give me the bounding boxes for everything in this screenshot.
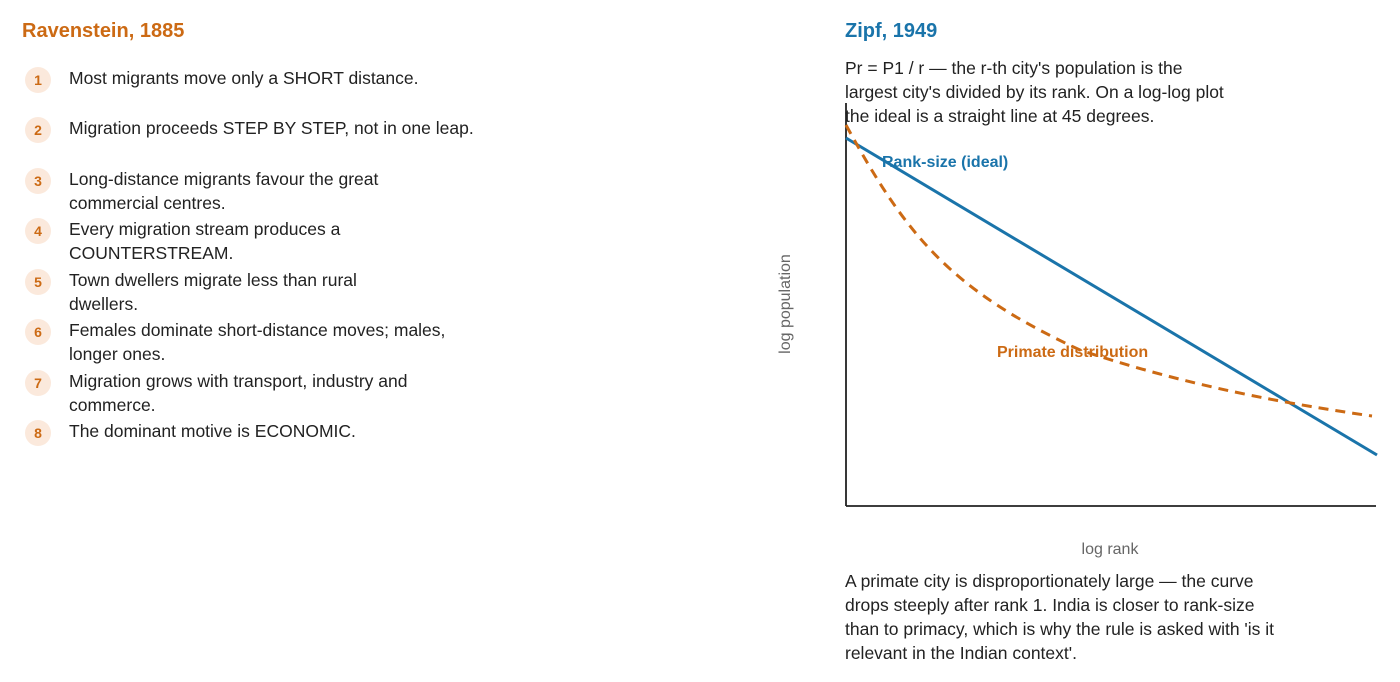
zipf-panel: Zipf, 1949 Pr = P1 / r — the r-th city's… (845, 16, 1390, 663)
rank-size-ideal-line (845, 136, 1378, 457)
law-number-badge: 4 (25, 218, 51, 244)
y-axis-label: log population (777, 254, 794, 354)
law-number-badge: 1 (25, 67, 51, 93)
ravenstein-panel: Ravenstein, 1885 1 Most migrants move on… (22, 16, 492, 446)
zipf-formula-text: Pr = P1 / r — the r-th city's population… (845, 58, 1224, 126)
ravenstein-title: Ravenstein, 1885 (22, 20, 185, 42)
law-text: Town dwellers migrate less than rural dw… (69, 270, 357, 314)
primate-distribution-curve (844, 124, 1373, 418)
primate-city-note: A primate city is disproportionately lar… (845, 571, 1275, 663)
law-number-badge: 7 (25, 370, 51, 396)
primate-series-label: Primate distribution (997, 344, 1148, 361)
law-text: Every migration stream produces a COUNTE… (69, 219, 341, 263)
law-number-badge: 3 (25, 168, 51, 194)
zipf-title: Zipf, 1949 (845, 20, 938, 42)
law-number-badge: 8 (25, 420, 51, 446)
law-number-badge: 6 (25, 319, 51, 345)
x-axis-label: log rank (1082, 541, 1140, 558)
rank-size-chart: Rank-size (ideal) Primate distribution l… (777, 103, 1378, 558)
rank-size-series-label: Rank-size (ideal) (882, 154, 1008, 171)
law-text: The dominant motive is ECONOMIC. (69, 421, 356, 441)
law-text: Females dominate short-distance moves; m… (69, 320, 446, 364)
law-text: Migration grows with transport, industry… (69, 371, 408, 415)
law-text: Long-distance migrants favour the great … (69, 169, 379, 213)
law-text: Most migrants move only a SHORT distance… (69, 68, 419, 88)
law-number-badge: 2 (25, 117, 51, 143)
law-number-badge: 5 (25, 269, 51, 295)
law-text: Migration proceeds STEP BY STEP, not in … (69, 118, 474, 138)
